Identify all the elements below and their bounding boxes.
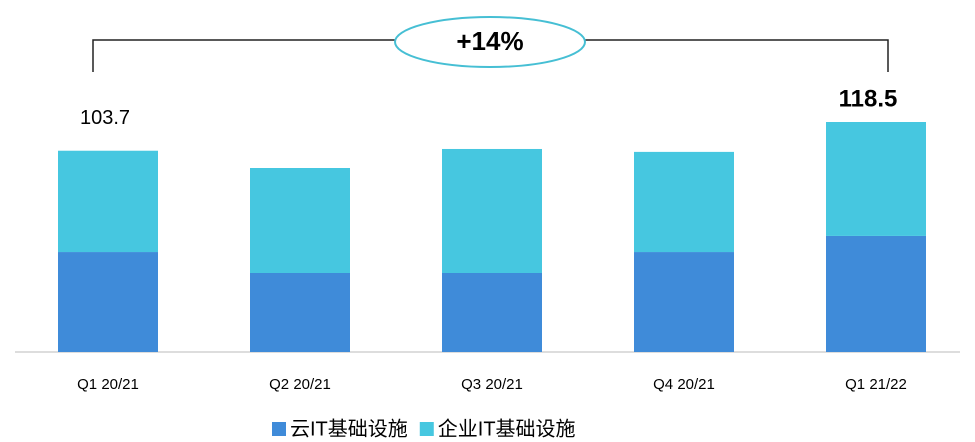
x-tick-label: Q1 21/22 (845, 376, 907, 393)
bar-segment (634, 151, 734, 253)
bar-segment (250, 273, 350, 352)
bar-segment (826, 235, 926, 352)
total-label: 118.5 (839, 85, 898, 112)
bar-segment (442, 148, 542, 274)
bar-segment (250, 168, 350, 274)
growth-bubble (394, 16, 586, 68)
bar-segment (442, 273, 542, 352)
x-tick-label: Q4 20/21 (653, 376, 715, 393)
bar-segment (634, 252, 734, 352)
legend-label: 企业IT基础设施 (438, 417, 576, 440)
growth-label: +14% (456, 26, 523, 56)
legend-swatch (272, 422, 286, 436)
legend-label: 云IT基础设施 (290, 417, 408, 440)
bar-segment (58, 252, 158, 352)
bar-segment (826, 122, 926, 236)
x-tick-label: Q3 20/21 (461, 376, 523, 393)
total-label: 103.7 (80, 107, 130, 129)
x-tick-label: Q2 20/21 (269, 376, 331, 393)
bracket-left (92, 39, 395, 72)
bracket-right (585, 39, 889, 72)
bar-segment (58, 150, 158, 253)
x-tick-label: Q1 20/21 (77, 376, 139, 393)
legend-swatch (419, 422, 434, 436)
